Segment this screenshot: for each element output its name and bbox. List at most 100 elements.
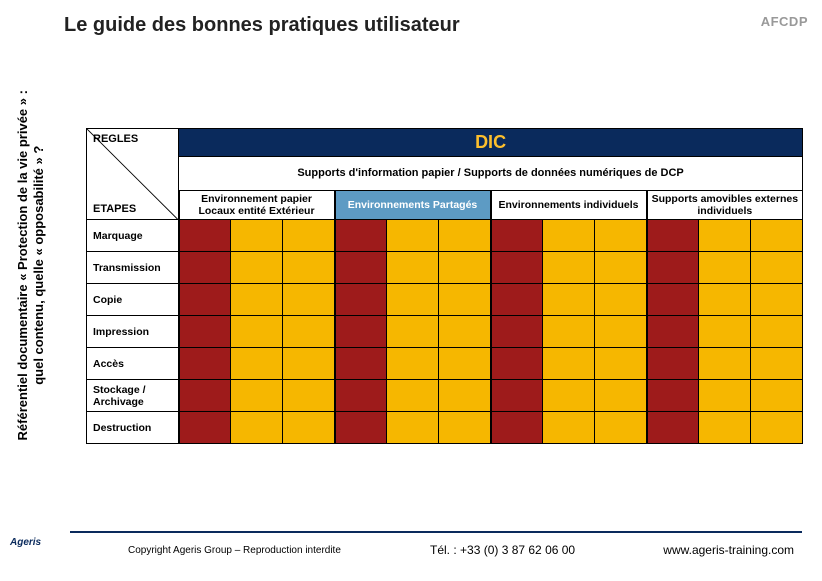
row-label: Stockage / Archivage — [87, 380, 179, 412]
data-cell — [699, 252, 751, 284]
side-caption-line2: quel contenu, quelle « opposabilité » ? — [31, 145, 46, 384]
side-caption: Référentiel documentaire « Protection de… — [8, 40, 54, 490]
row-label: Copie — [87, 284, 179, 316]
data-cell — [439, 284, 491, 316]
data-cell — [179, 380, 231, 412]
data-cell — [543, 412, 595, 444]
data-cell — [387, 252, 439, 284]
data-cell — [283, 348, 335, 380]
data-cell — [387, 316, 439, 348]
data-cell — [179, 316, 231, 348]
data-cell — [283, 252, 335, 284]
data-cell — [335, 220, 387, 252]
table-row: Marquage — [87, 220, 803, 252]
data-cell — [283, 380, 335, 412]
data-cell — [387, 220, 439, 252]
data-cell — [699, 220, 751, 252]
data-cell — [491, 220, 543, 252]
data-cell — [283, 220, 335, 252]
row-label: Marquage — [87, 220, 179, 252]
row-label: Destruction — [87, 412, 179, 444]
footer-divider — [70, 531, 802, 533]
row-label: Accès — [87, 348, 179, 380]
col-header-0: Environnement papier Locaux entité Extér… — [179, 191, 335, 220]
dic-header: DIC — [179, 129, 803, 157]
data-cell — [387, 284, 439, 316]
table-row: Stockage / Archivage — [87, 380, 803, 412]
data-cell — [543, 284, 595, 316]
data-cell — [751, 252, 803, 284]
data-cell — [231, 348, 283, 380]
data-cell — [179, 252, 231, 284]
data-cell — [647, 284, 699, 316]
data-cell — [751, 348, 803, 380]
col-header-2: Environnements individuels — [491, 191, 647, 220]
data-cell — [543, 380, 595, 412]
data-cell — [491, 252, 543, 284]
data-cell — [231, 412, 283, 444]
data-cell — [335, 412, 387, 444]
data-cell — [335, 252, 387, 284]
table-row: Transmission — [87, 252, 803, 284]
data-cell — [179, 220, 231, 252]
data-cell — [231, 220, 283, 252]
data-cell — [491, 348, 543, 380]
data-cell — [751, 380, 803, 412]
data-cell — [647, 348, 699, 380]
data-cell — [751, 220, 803, 252]
data-cell — [699, 316, 751, 348]
table-row: Impression — [87, 316, 803, 348]
data-cell — [335, 380, 387, 412]
data-cell — [595, 348, 647, 380]
data-cell — [595, 252, 647, 284]
data-cell — [595, 220, 647, 252]
col-header-3: Supports amovibles externes individuels — [647, 191, 803, 220]
data-cell — [543, 252, 595, 284]
side-caption-line1: Référentiel documentaire « Protection de… — [15, 90, 30, 440]
data-cell — [179, 348, 231, 380]
footer-logo: Ageris — [10, 537, 41, 548]
page-title: Le guide des bonnes pratiques utilisateu… — [64, 14, 460, 37]
data-cell — [231, 252, 283, 284]
col-header-1: Environnements Partagés — [335, 191, 491, 220]
data-cell — [231, 316, 283, 348]
rules-table: REGLES ETAPES DIC Supports d'information… — [86, 128, 802, 444]
data-cell — [699, 348, 751, 380]
footer-url: www.ageris-training.com — [663, 543, 794, 557]
footer: Ageris Copyright Ageris Group – Reproduc… — [0, 531, 822, 571]
data-cell — [699, 412, 751, 444]
data-cell — [647, 252, 699, 284]
data-cell — [595, 412, 647, 444]
table-row: Accès — [87, 348, 803, 380]
data-cell — [647, 220, 699, 252]
data-cell — [491, 284, 543, 316]
data-cell — [751, 316, 803, 348]
data-cell — [387, 348, 439, 380]
data-cell — [543, 316, 595, 348]
data-cell — [335, 284, 387, 316]
data-cell — [439, 412, 491, 444]
data-cell — [439, 380, 491, 412]
logo-afcdp: AFCDP — [761, 14, 808, 29]
row-label: Impression — [87, 316, 179, 348]
data-cell — [491, 380, 543, 412]
data-cell — [335, 316, 387, 348]
data-cell — [595, 380, 647, 412]
data-cell — [751, 412, 803, 444]
data-cell — [179, 412, 231, 444]
data-cell — [283, 412, 335, 444]
data-cell — [751, 284, 803, 316]
data-cell — [647, 316, 699, 348]
data-cell — [595, 284, 647, 316]
data-cell — [543, 348, 595, 380]
data-cell — [179, 284, 231, 316]
data-cell — [387, 412, 439, 444]
data-cell — [439, 316, 491, 348]
data-cell — [439, 348, 491, 380]
data-cell — [595, 316, 647, 348]
data-cell — [491, 412, 543, 444]
label-regles: REGLES — [93, 133, 138, 145]
data-cell — [439, 220, 491, 252]
data-cell — [231, 380, 283, 412]
footer-tel: Tél. : +33 (0) 3 87 62 06 00 — [430, 543, 575, 557]
